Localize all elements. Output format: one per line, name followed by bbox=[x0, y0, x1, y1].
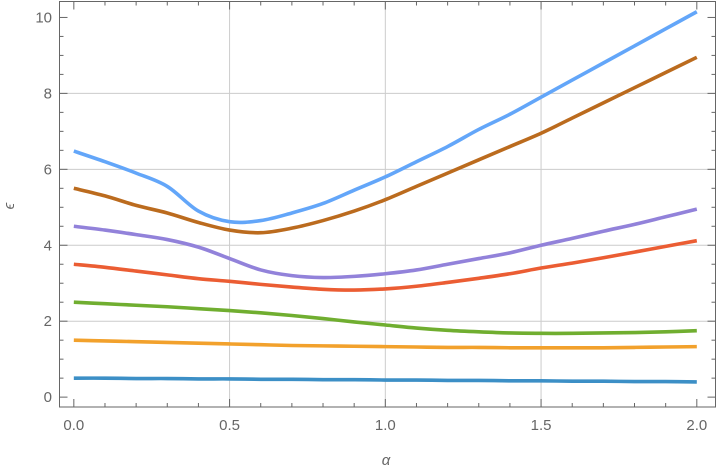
y-tick-label: 4 bbox=[44, 237, 52, 254]
x-tick-label: 1.0 bbox=[375, 417, 396, 434]
tick-labels: 0.0 0.5 1.0 1.5 2.0 0 2 4 6 8 10 bbox=[35, 9, 707, 434]
series-line-level-1 bbox=[73, 376, 697, 384]
y-tick-label: 0 bbox=[44, 389, 52, 406]
y-tick-label: 2 bbox=[44, 313, 52, 330]
series-line-level-7 bbox=[73, 10, 698, 225]
x-tick-label: 0.0 bbox=[63, 417, 84, 434]
y-tick-label: 6 bbox=[44, 161, 52, 178]
series-lines bbox=[73, 10, 698, 384]
x-tick-label: 2.0 bbox=[686, 417, 707, 434]
ticks bbox=[59, 1, 716, 407]
series-line-level-2 bbox=[73, 338, 697, 350]
x-tick-label: 1.5 bbox=[531, 417, 552, 434]
grid bbox=[59, 1, 716, 407]
y-tick-label: 10 bbox=[35, 9, 52, 26]
x-tick-label: 0.5 bbox=[219, 417, 240, 434]
series-line-level-3 bbox=[73, 300, 697, 336]
y-axis-label: ϵ bbox=[1, 202, 18, 209]
series-line-level-5 bbox=[73, 207, 698, 280]
y-tick-label: 8 bbox=[44, 85, 52, 102]
x-axis-label: α bbox=[382, 452, 391, 469]
series-line-level-6 bbox=[73, 55, 698, 235]
plot-frame bbox=[59, 1, 716, 408]
series-line-level-4 bbox=[73, 238, 698, 292]
